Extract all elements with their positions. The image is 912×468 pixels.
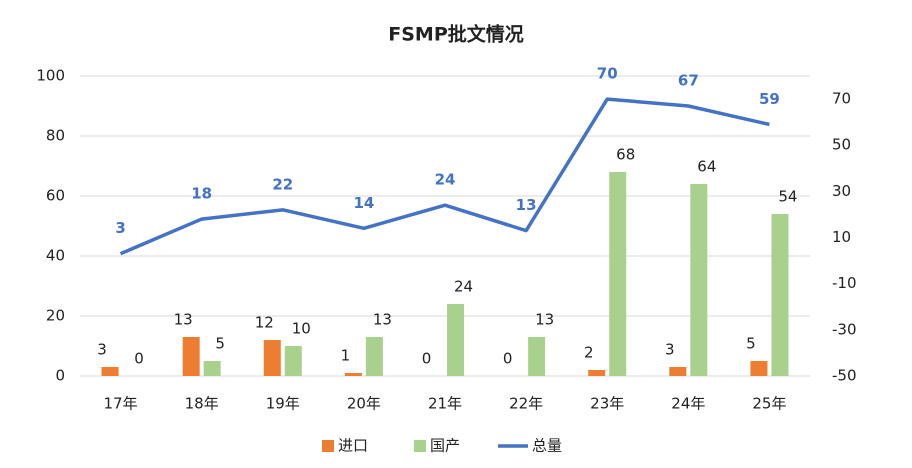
chart-title: FSMP批文情况 [388, 23, 524, 46]
bar [182, 337, 200, 376]
bar [101, 367, 119, 376]
legend-swatch [322, 440, 334, 452]
bar [750, 361, 768, 376]
bar-value-label: 10 [292, 320, 311, 338]
bar [771, 214, 789, 376]
bar [669, 367, 687, 376]
bar [447, 304, 464, 376]
y-tick-label: 40 [46, 247, 65, 265]
line [119, 97, 770, 256]
bar-value-label: 5 [215, 335, 225, 353]
bar [203, 361, 221, 376]
x-tick-label: 25年 [752, 395, 786, 413]
line-value-label: 59 [759, 90, 780, 108]
y-tick-label: 60 [46, 187, 65, 205]
bar-value-label: 12 [255, 314, 274, 332]
line-value-label: 13 [516, 196, 537, 214]
y-tick-label: 100 [36, 67, 65, 85]
line-value-label: 22 [272, 175, 293, 193]
bar-value-label: 64 [697, 158, 716, 176]
x-tick-label: 18年 [185, 395, 219, 413]
bar [263, 340, 281, 376]
x-tick-label: 17年 [104, 395, 138, 413]
line-value-label: 18 [191, 185, 212, 203]
legend-label: 总量 [532, 437, 562, 455]
bar [344, 373, 362, 376]
y-tick-label: 0 [55, 367, 65, 385]
line-value-label: 3 [115, 219, 125, 237]
bar-value-label: 13 [535, 311, 554, 329]
x-tick-label: 24年 [671, 395, 705, 413]
y2-tick-label: -50 [832, 367, 857, 385]
y2-tick-label: -30 [832, 320, 857, 338]
y-tick-label: 20 [46, 307, 65, 325]
bar-value-label: 13 [373, 311, 392, 329]
line-value-label: 24 [435, 171, 456, 189]
legend-label: 进口 [338, 437, 368, 455]
bar-value-label: 3 [97, 341, 107, 359]
bar-value-label: 24 [454, 278, 473, 296]
x-tick-label: 20年 [347, 395, 381, 413]
x-tick-label: 19年 [266, 395, 300, 413]
line-value-label: 67 [678, 72, 699, 90]
bar-value-label: 3 [665, 341, 675, 359]
bar-value-label: 1 [341, 347, 351, 365]
y2-tick-label: 50 [832, 136, 851, 154]
x-tick-label: 22年 [509, 395, 543, 413]
y2-tick-label: 30 [832, 182, 851, 200]
bar-value-label: 2 [584, 344, 594, 362]
bar-value-label: 0 [503, 350, 513, 368]
bar-value-label: 54 [778, 188, 797, 206]
legend-swatch [414, 440, 426, 452]
bar [588, 370, 606, 376]
y-tick-label: 80 [46, 127, 65, 145]
x-tick-label: 23年 [590, 395, 624, 413]
x-tick-label: 21年 [428, 395, 462, 413]
bar-value-label: 0 [134, 350, 144, 368]
y2-tick-label: 10 [832, 228, 851, 246]
bar [528, 337, 546, 376]
line-value-label: 70 [597, 65, 618, 83]
legend-label: 国产 [430, 437, 460, 455]
line-value-label: 14 [353, 194, 374, 212]
bar-value-label: 13 [174, 311, 193, 329]
bar-value-label: 5 [746, 335, 756, 353]
bar-value-label: 68 [616, 146, 635, 164]
bar [365, 337, 383, 376]
y2-tick-label: 70 [832, 90, 851, 108]
bar [609, 172, 627, 376]
bar [284, 346, 302, 376]
y2-tick-label: -10 [832, 274, 857, 292]
bar-value-label: 0 [422, 350, 432, 368]
bar [690, 184, 708, 376]
